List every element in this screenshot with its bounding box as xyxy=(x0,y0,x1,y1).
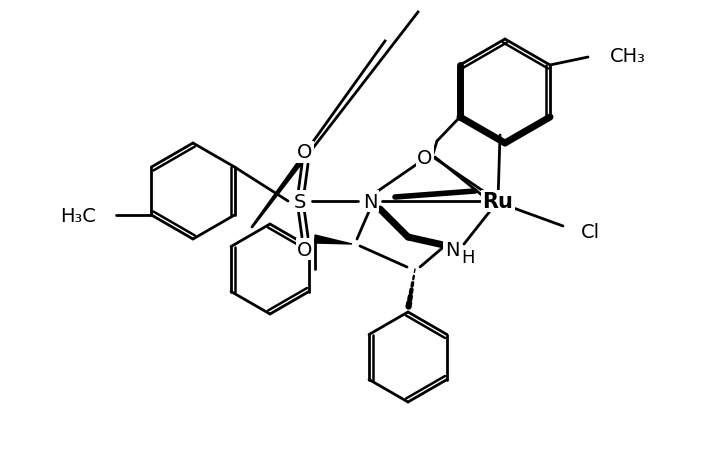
Text: N: N xyxy=(445,240,459,259)
Text: O: O xyxy=(297,143,312,162)
Text: CH₃: CH₃ xyxy=(610,46,646,65)
Polygon shape xyxy=(315,235,352,245)
Text: Ru: Ru xyxy=(482,191,513,212)
Text: O: O xyxy=(297,240,312,259)
Text: N: N xyxy=(363,192,377,211)
Text: H: H xyxy=(462,248,474,266)
Text: O: O xyxy=(418,148,433,167)
Text: H₃C: H₃C xyxy=(60,206,96,225)
Text: S: S xyxy=(294,192,306,211)
Text: Cl: Cl xyxy=(580,222,600,241)
